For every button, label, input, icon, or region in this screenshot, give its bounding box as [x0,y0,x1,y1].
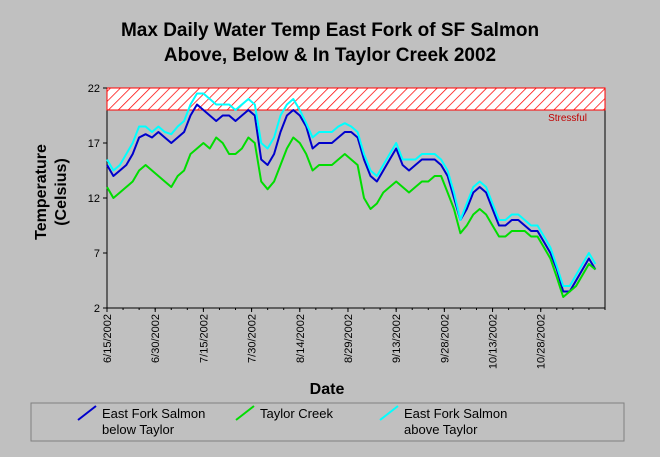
y-tick-label: 12 [88,193,100,205]
y-tick-label: 22 [88,83,100,95]
x-axis: 6/15/2002 6/30/2002 7/15/2002 7/30/2002 8/14… [102,308,606,369]
y-axis-title-line1: Temperature [33,144,50,240]
legend-label-3-line2: above Taylor [404,422,478,437]
legend-swatch-3 [379,405,399,421]
series-lines [106,92,597,298]
y-axis: 2 7 12 17 22 [88,83,107,315]
y-tick-label: 17 [88,138,100,150]
x-tick-label: 8/14/2002 [295,314,307,363]
x-tick-label: 10/13/2002 [488,314,500,369]
y-axis-title: Temperature (Celsius) [33,144,70,240]
chart-title-line1: Max Daily Water Temp East Fork of SF Sal… [121,20,539,41]
legend-label-3: East Fork Salmon [404,406,507,421]
series-line-2 [106,136,597,298]
x-tick-label: 6/30/2002 [150,314,162,363]
plot-area [106,87,606,309]
series-line-3 [106,92,597,287]
legend-label-1-line2: below Taylor [102,422,175,437]
legend-swatch-2 [235,405,255,421]
y-axis-title-line2: (Celsius) [53,158,70,226]
x-tick-label: 6/15/2002 [102,314,114,363]
x-tick-label: 9/13/2002 [391,314,403,363]
x-tick-label: 9/28/2002 [439,314,451,363]
y-tick-label: 2 [94,303,100,315]
series-line-1 [106,103,597,293]
legend-swatch-1 [77,405,97,421]
x-tick-label: 8/29/2002 [343,314,355,363]
chart-title-line2: Above, Below & In Taylor Creek 2002 [164,45,496,66]
legend-label-1: East Fork Salmon [102,406,205,421]
stressful-band-rect [106,87,606,111]
stressful-band: Stressful [106,87,606,124]
x-tick-label: 7/15/2002 [198,314,210,363]
x-tick-label: 7/30/2002 [247,314,259,363]
stressful-label: Stressful [548,113,587,124]
x-tick-label: 10/28/2002 [536,314,548,369]
legend-label-2: Taylor Creek [260,406,333,421]
x-axis-title: Date [310,381,345,398]
y-tick-label: 7 [94,248,100,260]
legend-box [30,402,625,442]
